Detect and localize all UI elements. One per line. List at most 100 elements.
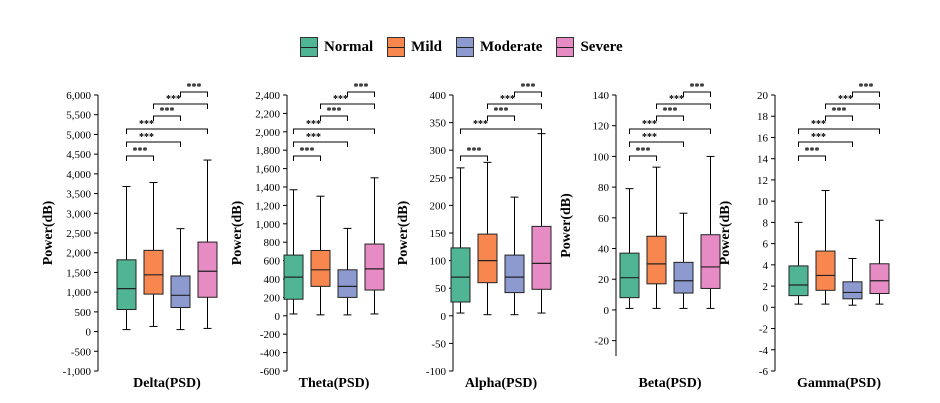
bracket-line	[320, 115, 348, 121]
box-moderate	[170, 228, 191, 331]
y-axis-label: Power(dB)	[41, 200, 56, 265]
panel-1: -1,000 -500 0 500 1,000 1,500 2,000 2,500 3,000 3…	[41, 82, 218, 391]
y-tick-label: 5,500	[66, 110, 91, 122]
bracket-line	[629, 155, 657, 161]
bracket-line	[153, 103, 208, 109]
significance-bracket: ***	[180, 82, 208, 97]
significance-bracket: ***	[629, 146, 657, 161]
y-axis-label: Power(dB)	[230, 200, 245, 265]
bracket-line	[126, 155, 154, 161]
y-tick-label: 20	[598, 274, 610, 286]
significance-label: ***	[160, 106, 175, 117]
panel-5: -6 -4 -2 0 2 4 6 8 10 12 14 16 18 20 Power(dB) Gamma(PS…	[718, 82, 890, 391]
box-normal	[450, 167, 471, 314]
y-tick-label: 800	[264, 237, 281, 249]
bracket-line	[293, 141, 348, 147]
box-iqr	[531, 225, 552, 290]
legend-item-normal: Normal	[300, 37, 373, 57]
y-tick-label: 500	[75, 307, 92, 319]
y-tick-label: -100	[426, 366, 447, 378]
y-tick-label: 2,400	[255, 90, 280, 102]
y-tick-label: 2,000	[255, 127, 280, 139]
bracket-line	[347, 91, 375, 97]
significance-bracket: ***	[683, 82, 711, 97]
significance-bracket: ***	[460, 119, 542, 134]
significance-bracket: ***	[656, 106, 684, 121]
box-iqr	[504, 254, 525, 294]
box-moderate	[337, 227, 358, 316]
box-iqr	[477, 233, 498, 284]
box-iqr	[619, 252, 640, 299]
significance-bracket: ***	[126, 132, 181, 147]
y-tick-label: -500	[71, 346, 92, 358]
y-tick-label: 1,200	[255, 200, 280, 212]
y-tick-label: 1,400	[255, 182, 280, 194]
box-normal	[788, 221, 809, 305]
y-tick-label: 2,200	[255, 108, 280, 120]
y-tick-label: 1,800	[255, 145, 280, 157]
significance-label: ***	[133, 146, 148, 157]
bracket-line	[683, 91, 711, 97]
significance-bracket: ***	[825, 94, 880, 109]
bracket-line	[656, 103, 711, 109]
significance-bracket: ***	[293, 119, 375, 134]
y-axis-label: Power(dB)	[396, 200, 411, 265]
legend-swatch-moderate	[456, 37, 474, 57]
bracket-line	[825, 115, 853, 121]
box-iqr	[673, 261, 694, 294]
y-tick-label: 6,000	[66, 90, 91, 102]
significance-bracket: ***	[629, 132, 684, 147]
box-severe	[869, 219, 890, 305]
y-tick-label: 250	[430, 173, 447, 185]
significance-label: ***	[669, 94, 684, 105]
significance-label: ***	[306, 119, 321, 130]
legend-label-normal: Normal	[324, 38, 374, 55]
box-iqr	[337, 269, 358, 298]
x-axis-label: Alpha(PSD)	[465, 376, 538, 391]
significance-label: ***	[354, 82, 369, 93]
y-tick-label: 14	[757, 154, 769, 166]
bracket-line	[487, 115, 515, 121]
significance-label: ***	[811, 119, 826, 130]
y-tick-label: -6	[759, 366, 769, 378]
y-tick-label: 6	[763, 239, 769, 251]
x-axis-label: Beta(PSD)	[639, 376, 702, 391]
y-tick-label: 400	[264, 274, 281, 286]
box-mild	[815, 190, 836, 305]
significance-label: ***	[187, 82, 202, 93]
legend-label-moderate: Moderate	[480, 38, 543, 55]
y-tick-label: 1,600	[255, 164, 280, 176]
y-tick-label: 300	[430, 145, 447, 157]
significance-bracket: ***	[347, 82, 375, 97]
significance-label: ***	[473, 119, 488, 130]
significance-bracket: ***	[798, 119, 880, 134]
significance-bracket: ***	[656, 94, 711, 109]
bracket-line	[514, 91, 542, 97]
box-iqr	[364, 243, 385, 291]
panel-4: -20 0 20 40 60 80 100 120 140 Power(dB) Beta(PSD) *…	[559, 82, 721, 391]
x-axis-label: Delta(PSD)	[133, 376, 201, 391]
y-tick-label: 16	[757, 132, 769, 144]
significance-label: ***	[642, 119, 657, 130]
y-tick-label: -1,000	[63, 366, 92, 378]
box-iqr	[869, 263, 890, 295]
significance-label: ***	[642, 132, 657, 143]
bracket-line	[293, 155, 321, 161]
significance-bracket: ***	[460, 146, 488, 161]
significance-label: ***	[327, 106, 342, 117]
panel-3: -100 -50 0 50 100 150 200 250 300 350 400 Power(dB)…	[396, 82, 552, 391]
y-tick-label: 150	[430, 228, 447, 240]
bracket-line	[180, 91, 208, 97]
y-tick-label: 80	[598, 182, 610, 194]
bracket-line	[629, 128, 711, 134]
y-tick-label: 140	[593, 90, 610, 102]
y-tick-label: 0	[441, 311, 447, 323]
bracket-line	[320, 103, 375, 109]
y-tick-label: 0	[763, 302, 769, 314]
box-severe	[364, 177, 385, 315]
legend-label-severe: Severe	[580, 38, 623, 55]
box-iqr	[170, 275, 191, 309]
significance-bracket: ***	[798, 146, 826, 161]
box-moderate	[504, 196, 525, 316]
